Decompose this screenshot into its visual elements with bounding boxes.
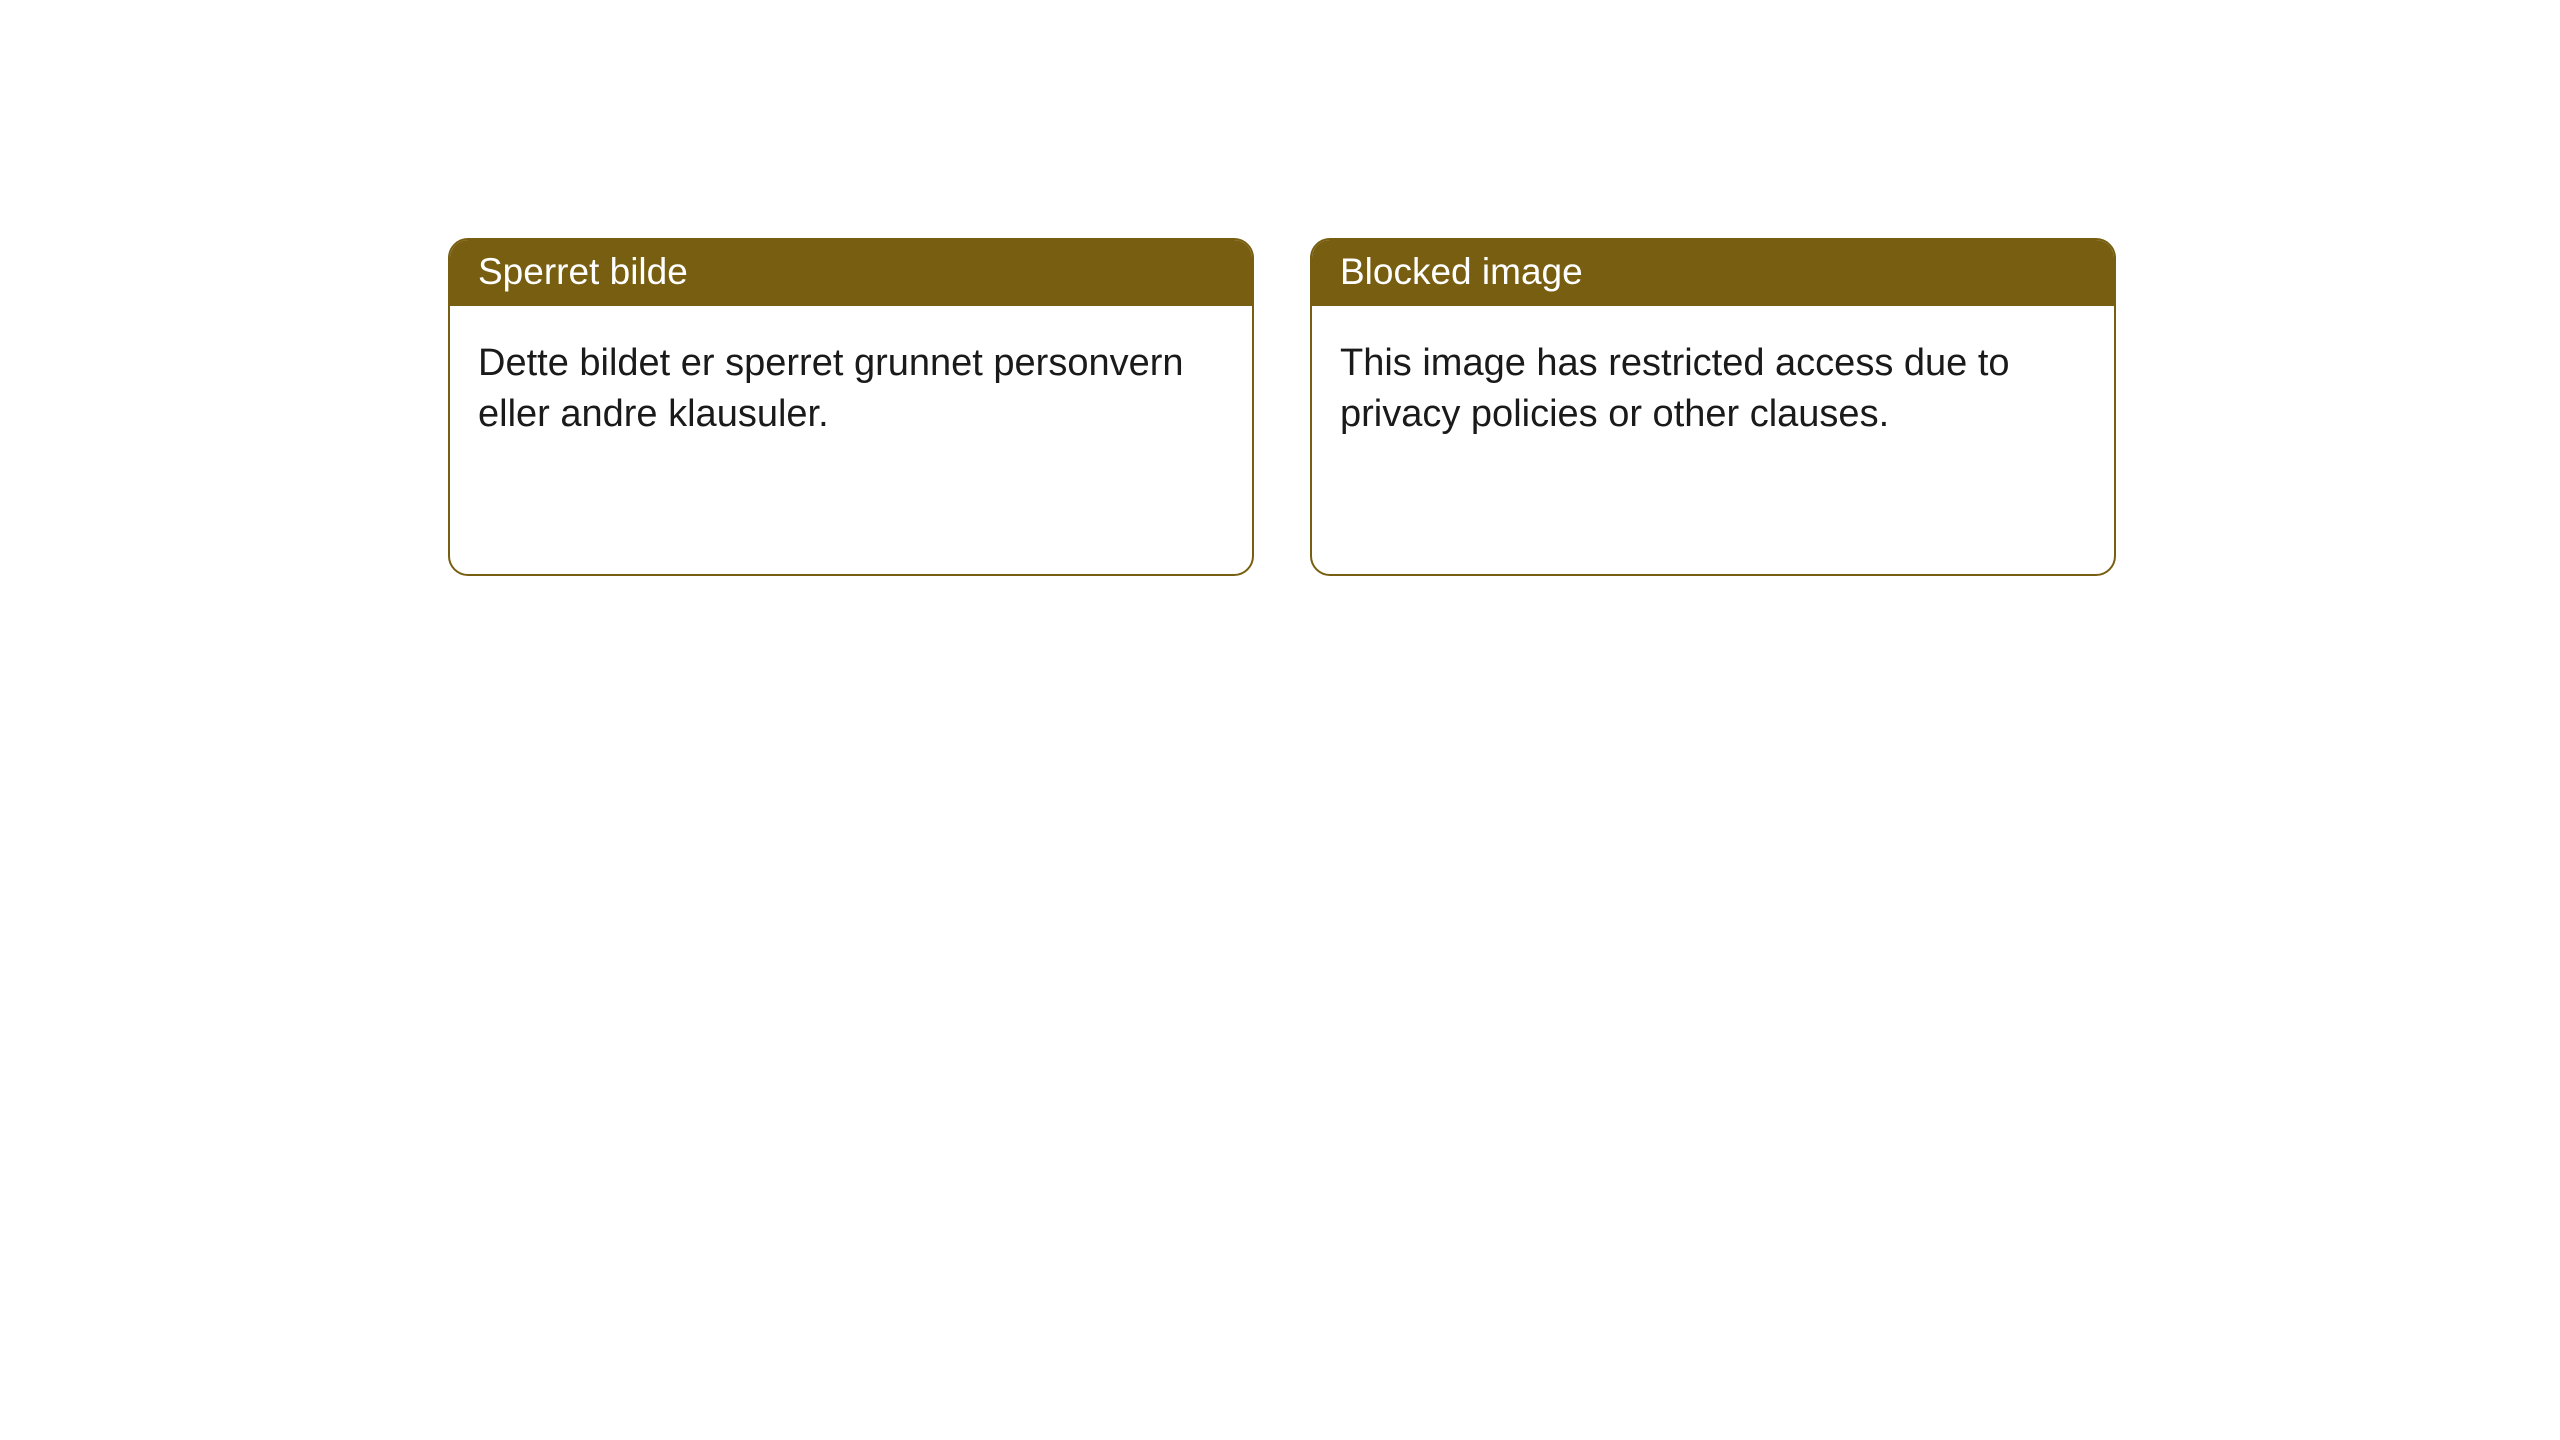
notice-header-right: Blocked image	[1312, 240, 2114, 306]
notice-body-left: Dette bildet er sperret grunnet personve…	[450, 306, 1252, 473]
notice-box-norwegian: Sperret bilde Dette bildet er sperret gr…	[448, 238, 1254, 576]
notice-container: Sperret bilde Dette bildet er sperret gr…	[0, 0, 2560, 576]
notice-body-right: This image has restricted access due to …	[1312, 306, 2114, 473]
notice-box-english: Blocked image This image has restricted …	[1310, 238, 2116, 576]
notice-header-left: Sperret bilde	[450, 240, 1252, 306]
